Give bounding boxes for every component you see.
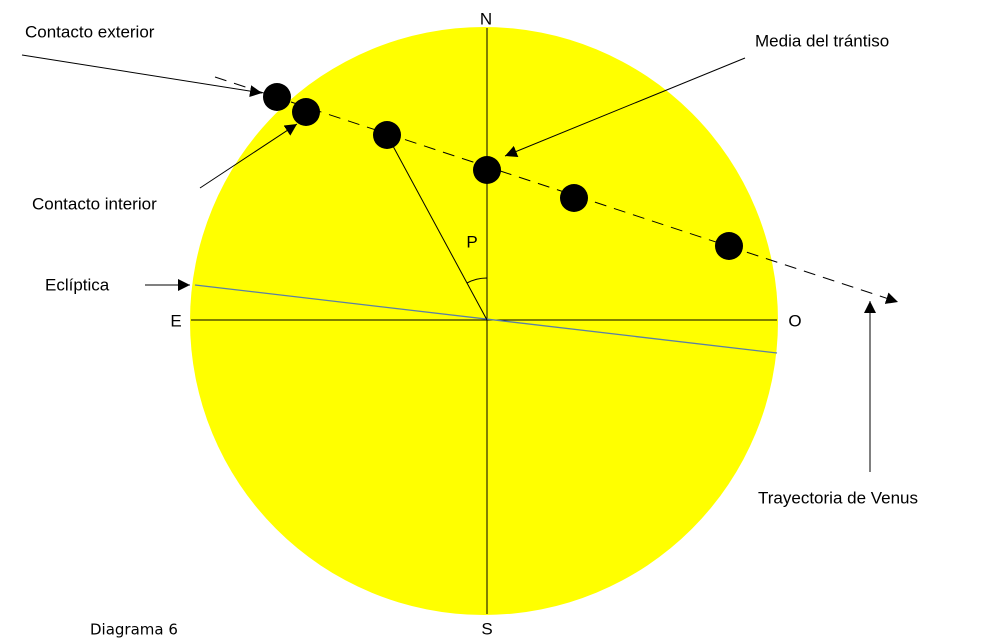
angle-label: P	[466, 232, 477, 251]
north-label: N	[480, 9, 492, 28]
arrow	[504, 57, 746, 158]
venus-dot	[560, 184, 588, 212]
arrow	[21, 54, 263, 98]
venus-dot	[263, 83, 291, 111]
annotation: Media del trántiso	[755, 31, 889, 50]
annotation: Contacto interior	[32, 194, 157, 213]
west-label: O	[788, 311, 801, 330]
venus-positions	[263, 83, 743, 260]
position-angle-line	[386, 134, 488, 321]
south-label: S	[481, 619, 492, 638]
annotation: Eclíptica	[45, 275, 110, 294]
angle-arc	[466, 277, 488, 284]
venus-dot	[373, 121, 401, 149]
venus-dot	[473, 156, 501, 184]
venus-dot	[715, 232, 743, 260]
annotation: Trayectoria de Venus	[758, 488, 918, 507]
east-label: E	[170, 311, 181, 330]
annotation: Contacto exterior	[25, 22, 155, 41]
venus-dot	[292, 98, 320, 126]
caption: Diagrama 6	[90, 621, 178, 639]
arrow	[199, 123, 298, 189]
sun-disk	[190, 27, 778, 615]
